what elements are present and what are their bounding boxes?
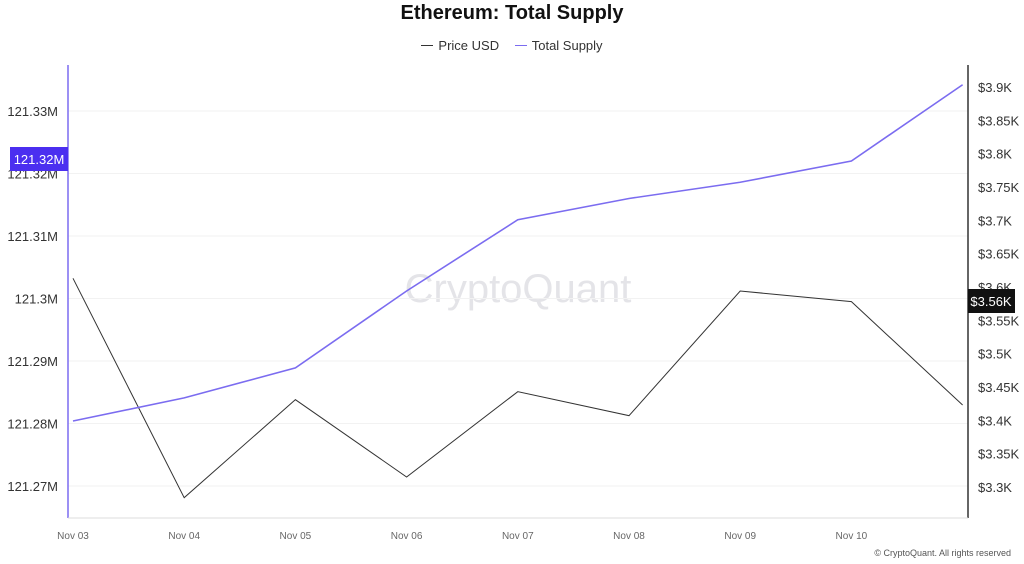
x-tick-label: Nov 09 [724, 531, 756, 542]
right-tick-label: $3.85K [978, 113, 1020, 128]
right-tick-label: $3.65K [978, 247, 1020, 262]
right-tick-label: $3.55K [978, 313, 1020, 328]
left-tick-label: 121.28M [7, 417, 58, 432]
x-tick-label: Nov 06 [391, 531, 423, 542]
right-tick-label: $3.5K [978, 347, 1012, 362]
right-tick-label: $3.3K [978, 480, 1012, 495]
right-highlight-badge [968, 289, 1015, 313]
x-tick-label: Nov 03 [57, 531, 89, 542]
legend-label-supply: Total Supply [531, 37, 603, 53]
watermark: CryptoQuant [405, 267, 632, 311]
legend: Price USD Total Supply [0, 34, 1024, 53]
left-tick-label: 121.29M [7, 354, 58, 369]
left-highlight-label: 121.32M [14, 152, 65, 167]
right-highlight-label: $3.56K [970, 294, 1012, 309]
copyright: © CryptoQuant. All rights reserved [874, 548, 1011, 558]
x-tick-label: Nov 05 [280, 531, 312, 542]
right-tick-label: $3.9K [978, 80, 1012, 95]
x-tick-label: Nov 07 [502, 531, 534, 542]
right-tick-label: $3.8K [978, 147, 1012, 162]
chart-title: Ethereum: Total Supply [400, 2, 624, 24]
legend-item-supply[interactable]: Total Supply [514, 37, 603, 53]
left-tick-label: 121.27M [7, 479, 58, 494]
x-tick-label: Nov 08 [613, 531, 645, 542]
left-tick-label: 121.33M [7, 104, 58, 119]
series-line-price [72, 278, 963, 499]
right-tick-label: $3.45K [978, 380, 1020, 395]
left-tick-label: 121.31M [7, 229, 58, 244]
left-highlight-badge [10, 147, 68, 171]
legend-item-price[interactable]: Price USD [421, 38, 499, 53]
x-tick-label: Nov 04 [168, 531, 200, 542]
right-tick-label: $3.35K [978, 447, 1020, 462]
legend-label-price: Price USD [438, 37, 500, 53]
right-tick-label: $3.4K [978, 413, 1012, 428]
left-tick-label: 121.3M [15, 292, 58, 307]
x-tick-label: Nov 10 [836, 531, 868, 542]
right-tick-label: $3.7K [978, 213, 1012, 228]
right-tick-label: $3.75K [978, 180, 1020, 195]
series-line-supply [72, 84, 964, 422]
